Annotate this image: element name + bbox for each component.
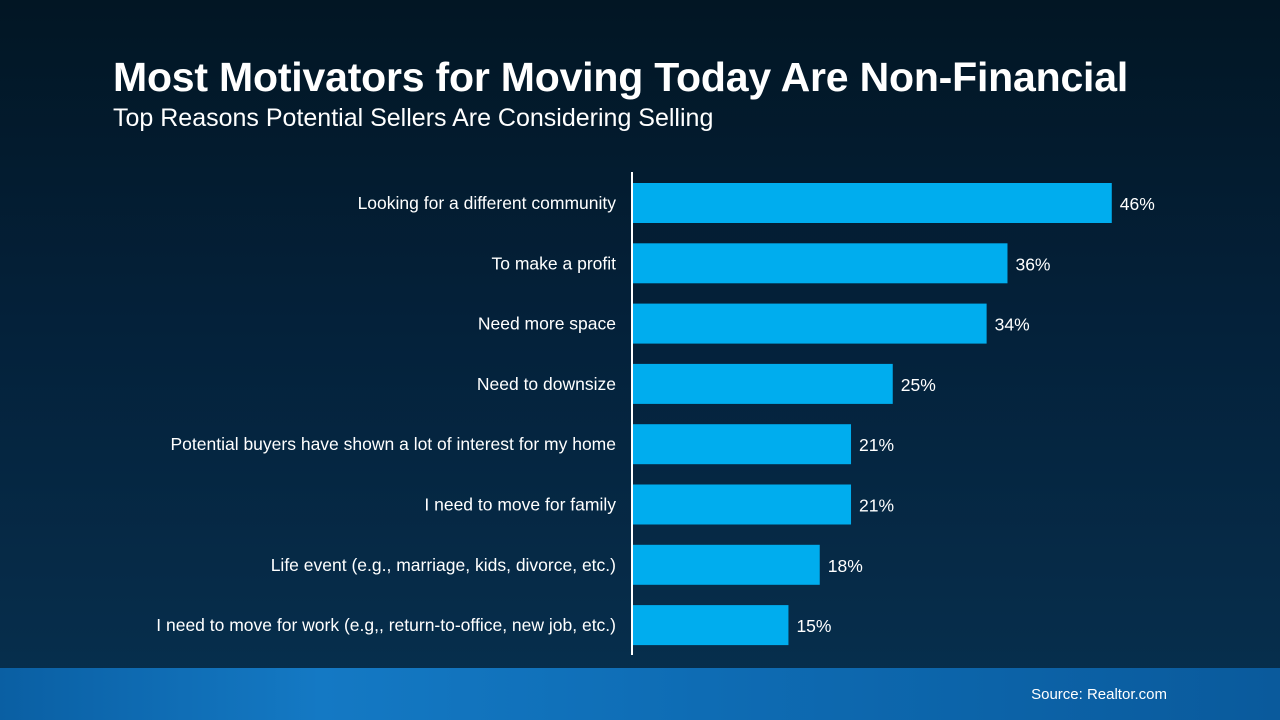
value-label: 21%	[859, 496, 894, 516]
value-label: 21%	[859, 435, 894, 455]
value-label: 36%	[1015, 254, 1050, 274]
category-label: I need to move for family	[424, 495, 616, 515]
bar	[632, 424, 852, 465]
bar	[632, 183, 1112, 223]
category-label: Life event (e.g., marriage, kids, divorc…	[271, 555, 616, 575]
bar	[632, 243, 1008, 284]
value-label: 18%	[828, 556, 863, 576]
bar	[632, 605, 789, 646]
value-label: 15%	[796, 616, 831, 636]
value-label: 25%	[901, 375, 936, 395]
value-label: 34%	[995, 315, 1030, 335]
category-label: I need to move for work (e.g,, return-to…	[156, 615, 616, 635]
bar	[632, 363, 893, 404]
category-label: Potential buyers have shown a lot of int…	[170, 434, 616, 454]
bar-chart: Looking for a different community 46% To m…	[156, 183, 1155, 646]
page-title: Most Motivators for Moving Today Are Non…	[113, 54, 1129, 100]
value-label: 46%	[1120, 194, 1155, 214]
source-note: Source: Realtor.com	[1031, 686, 1167, 703]
category-label: Need to downsize	[477, 374, 616, 394]
page-subtitle: Top Reasons Potential Sellers Are Consid…	[113, 104, 714, 132]
category-label: Looking for a different community	[358, 193, 617, 213]
bar	[632, 484, 852, 525]
bar	[632, 544, 820, 585]
category-label: Need more space	[478, 314, 616, 334]
category-label: To make a profit	[492, 253, 617, 273]
bar	[632, 303, 987, 344]
footer-band	[0, 668, 1280, 720]
